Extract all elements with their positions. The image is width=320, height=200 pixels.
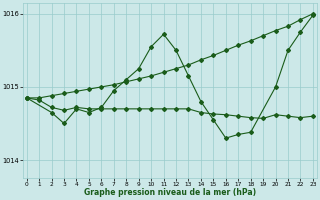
X-axis label: Graphe pression niveau de la mer (hPa): Graphe pression niveau de la mer (hPa) [84,188,256,197]
